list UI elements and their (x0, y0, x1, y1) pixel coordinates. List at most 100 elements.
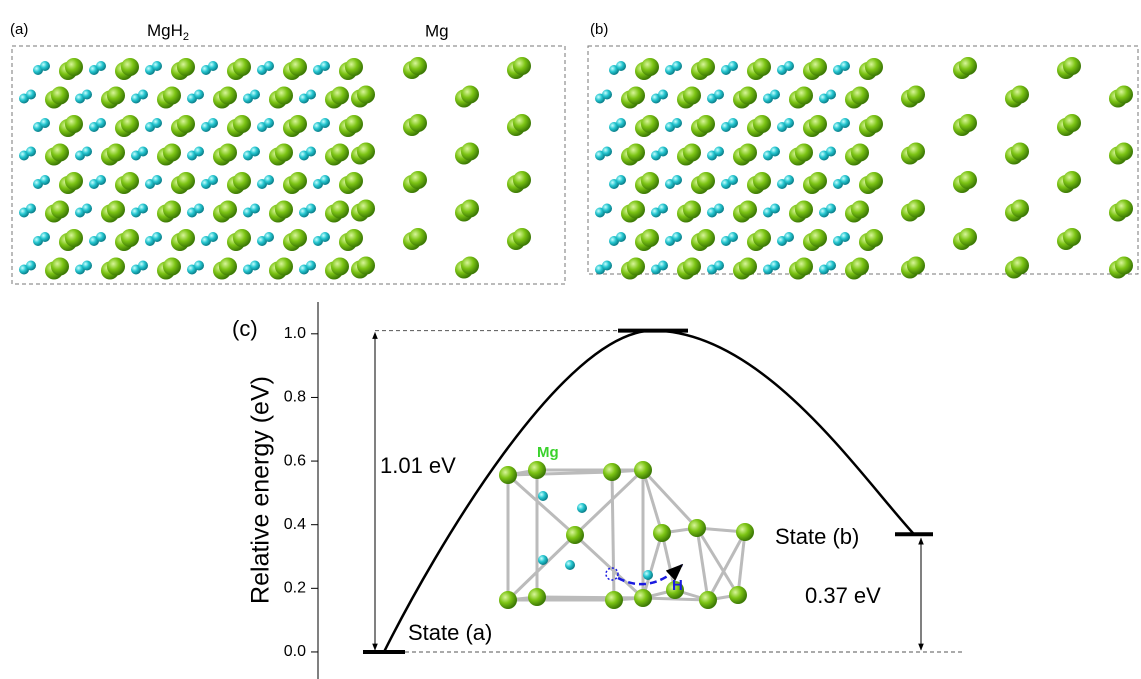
mg-atom (121, 58, 139, 76)
mg-atom (641, 172, 659, 190)
panel-title: MgH2 (147, 21, 189, 42)
mg-atom (1011, 199, 1029, 218)
mg-atom (357, 256, 375, 275)
bond (706, 531, 747, 601)
mg-atom (627, 143, 645, 162)
mg-atom (653, 524, 671, 542)
h-atom (320, 118, 330, 128)
mg-atom (641, 115, 659, 133)
mg-atom (566, 526, 584, 544)
bond (507, 470, 613, 477)
mg-atom (641, 229, 659, 247)
mg-atom (409, 228, 427, 246)
h-atom (784, 175, 794, 185)
bond (573, 533, 645, 600)
mg-atom (1115, 256, 1133, 275)
mg-atom (331, 257, 349, 276)
inset-label: Mg (537, 444, 559, 461)
mg-atom (683, 86, 701, 105)
mg-atom (275, 200, 293, 219)
panel-label: (c) (232, 316, 258, 341)
mg-atom (513, 114, 531, 132)
y-tick-label: 0.0 (284, 643, 306, 660)
mg-atom (163, 86, 181, 105)
mg-atom (289, 229, 307, 247)
mg-atom (331, 86, 349, 105)
mg-atom (795, 86, 813, 105)
mg-atom (107, 257, 125, 276)
mg-atom (697, 229, 715, 247)
h-atom (264, 61, 274, 71)
mg-atom (688, 519, 706, 537)
h-atom (82, 260, 92, 271)
mg-atom (641, 58, 659, 76)
cell-box (11, 45, 566, 285)
mg-atom (528, 588, 546, 606)
h-atom (208, 232, 218, 242)
bond (641, 468, 699, 530)
h-atom (784, 232, 794, 242)
h-atom (40, 61, 50, 71)
mg-atom (163, 257, 181, 276)
mg-atom (907, 142, 925, 161)
h-atom (306, 203, 316, 214)
bond (695, 527, 710, 601)
h-atom (250, 203, 260, 214)
h-atom (826, 89, 836, 100)
mg-atom (357, 199, 375, 218)
h-atom (320, 175, 330, 185)
h-atom (26, 89, 36, 100)
h-atom (306, 146, 316, 157)
annotation: State (b) (775, 524, 859, 549)
h-atom (538, 555, 548, 565)
h-atom (728, 118, 738, 128)
h-atom (152, 232, 162, 242)
mg-atom (959, 57, 977, 75)
mg-atom (809, 172, 827, 190)
mg-atom (1011, 256, 1029, 275)
bond (695, 527, 740, 596)
h-atom (672, 61, 682, 71)
mg-atom (627, 200, 645, 219)
h-atom (208, 118, 218, 128)
h-atom (770, 260, 780, 271)
inset-label: H (672, 577, 683, 594)
mg-atom (795, 143, 813, 162)
mg-atom (959, 171, 977, 189)
mg-atom (1063, 114, 1081, 132)
h-atom (96, 232, 106, 242)
mg-atom (627, 86, 645, 105)
h-atom (138, 203, 148, 214)
mg-atom (1011, 142, 1029, 161)
h-atom (616, 61, 626, 71)
mg-atom (865, 229, 883, 247)
mg-atom (739, 200, 757, 219)
mg-atom (219, 200, 237, 219)
h-atom (714, 203, 724, 214)
mg-atom (499, 591, 517, 609)
h-atom (82, 146, 92, 157)
mg-atom (275, 143, 293, 162)
mg-atom (666, 581, 684, 599)
h-atom (40, 118, 50, 128)
mg-atom (603, 463, 621, 481)
mg-atom (513, 171, 531, 189)
mg-atom (1063, 171, 1081, 189)
mg-atom (736, 523, 754, 541)
mg-atom (1063, 57, 1081, 75)
mg-atom (1063, 228, 1081, 246)
panel-label: (a) (10, 21, 28, 38)
mg-atom (1011, 85, 1029, 104)
h-atom (152, 61, 162, 71)
mg-atom (409, 57, 427, 75)
mg-atom (331, 200, 349, 219)
h-atom (714, 260, 724, 271)
mg-atom (795, 257, 813, 276)
mg-atom (107, 143, 125, 162)
h-atom (194, 260, 204, 271)
h-atom (96, 118, 106, 128)
mg-atom (907, 256, 925, 275)
h-atom (306, 89, 316, 100)
h-atom (82, 203, 92, 214)
h-atom (152, 118, 162, 128)
